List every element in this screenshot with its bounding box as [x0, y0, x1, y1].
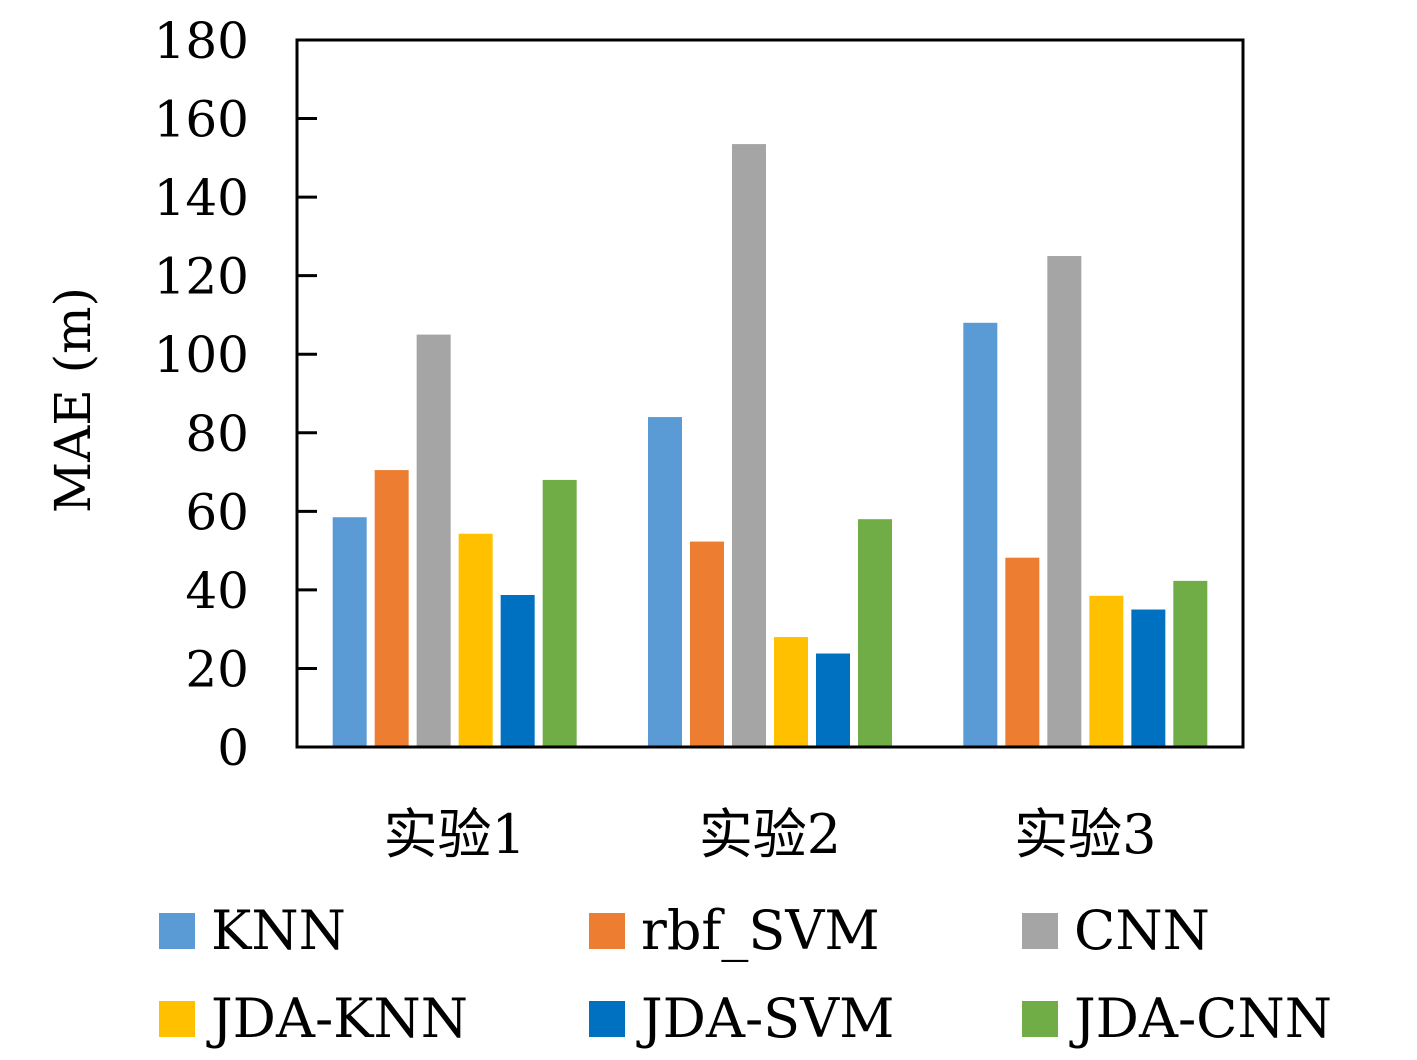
legend-label: JDA-CNN	[1069, 987, 1332, 1050]
y-axis-label: MAE (m)	[44, 287, 102, 513]
bar-jda-cnn-1	[542, 479, 577, 747]
y-tick-label: 80	[185, 405, 249, 463]
legend-label: KNN	[211, 899, 346, 962]
bar-rbf-svm-2	[690, 541, 724, 747]
legend-swatch-jda-svm	[589, 1001, 625, 1037]
bar-jda-svm-3	[1131, 609, 1166, 747]
bar-jda-svm-2	[816, 653, 850, 747]
y-axis: 0 20 40 60 80 100 120 140 160 180	[154, 12, 317, 777]
legend-swatch-cnn	[1022, 913, 1058, 949]
y-tick-label: 100	[154, 326, 249, 384]
y-tick-label: 40	[185, 562, 249, 620]
x-tick-label: 实验1	[383, 803, 525, 866]
legend-swatch-knn	[159, 913, 195, 949]
y-tick-label: 140	[154, 169, 249, 227]
y-tick-label: 60	[185, 483, 249, 541]
legend-label: JDA-KNN	[206, 987, 468, 1050]
bars-group	[332, 144, 1208, 747]
x-axis: 实验1 实验2 实验3	[383, 803, 1156, 866]
y-tick-label: 20	[185, 640, 249, 698]
legend-label: rbf_SVM	[641, 899, 880, 962]
legend: KNN rbf_SVM CNN JDA-KNN JDA-SVM JDA-CNN	[159, 899, 1332, 1050]
bar-jda-cnn-3	[1173, 580, 1208, 747]
bar-rbf-svm-3	[1005, 557, 1040, 747]
x-tick-label: 实验2	[699, 803, 841, 866]
bar-cnn-3	[1047, 256, 1082, 747]
bar-jda-knn-3	[1089, 595, 1124, 747]
bar-jda-knn-1	[458, 533, 493, 747]
bar-cnn-1	[416, 334, 451, 747]
bar-knn-3	[963, 322, 998, 747]
bar-knn-1	[332, 517, 367, 747]
legend-label: CNN	[1074, 899, 1210, 962]
legend-swatch-jda-cnn	[1022, 1001, 1058, 1037]
legend-label: JDA-SVM	[636, 987, 894, 1050]
legend-swatch-jda-knn	[159, 1001, 195, 1037]
x-tick-label: 实验3	[1014, 803, 1156, 866]
bar-jda-svm-1	[500, 594, 535, 747]
bar-jda-knn-2	[774, 637, 808, 747]
y-tick-label: 180	[154, 12, 249, 70]
legend-swatch-rbf-svm	[589, 913, 625, 949]
bar-rbf-svm-1	[374, 470, 409, 747]
y-tick-label: 160	[154, 91, 249, 149]
y-tick-label: 120	[154, 248, 249, 306]
bar-cnn-2	[732, 144, 766, 747]
bar-knn-2	[648, 417, 682, 747]
bar-jda-cnn-2	[858, 519, 892, 747]
plot-area-frame	[295, 38, 1245, 749]
y-tick-label: 0	[217, 719, 249, 777]
